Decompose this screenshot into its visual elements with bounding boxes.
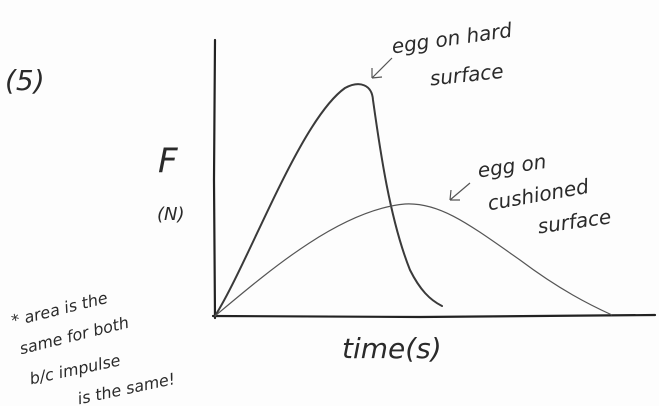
- problem-label: (5): [5, 64, 45, 97]
- arrow-hard: [372, 58, 392, 78]
- annotation-line: surface: [536, 204, 613, 238]
- y-axis-unit: (N): [157, 204, 185, 225]
- x-axis-label: time(s): [342, 332, 442, 365]
- y-axis-symbol: F: [158, 142, 178, 182]
- sketch: (5) F (N) time(s) egg on hard surface eg…: [0, 0, 659, 406]
- annotation-line: surface: [429, 59, 505, 91]
- page: {"problem_label": "(5)", "y_axis": {"sym…: [0, 0, 659, 406]
- annotation-line: egg on hard: [390, 18, 514, 59]
- y-axis: [214, 40, 215, 318]
- arrow-cushioned: [450, 183, 470, 200]
- hard-surface-curve: [215, 84, 442, 316]
- annotation-line: egg on: [476, 149, 548, 182]
- x-axis: [213, 315, 655, 317]
